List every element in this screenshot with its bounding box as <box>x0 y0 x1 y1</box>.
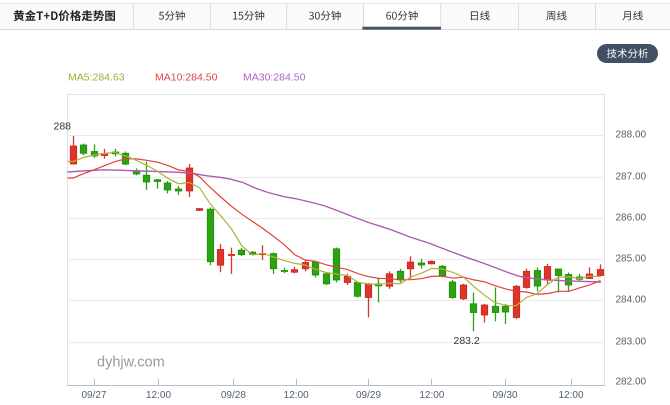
svg-text:09/29: 09/29 <box>356 390 381 400</box>
svg-text:283.2: 283.2 <box>454 335 480 347</box>
svg-text:284.00: 284.00 <box>616 295 647 306</box>
svg-text:288.00: 288.00 <box>616 130 647 141</box>
svg-text:12:00: 12:00 <box>284 390 309 400</box>
svg-text:287.00: 287.00 <box>616 172 647 183</box>
svg-text:285.00: 285.00 <box>616 254 647 265</box>
svg-text:MA30:284.50: MA30:284.50 <box>243 72 306 84</box>
svg-text:286.00: 286.00 <box>616 213 647 224</box>
svg-text:09/27: 09/27 <box>81 390 106 400</box>
svg-text:09/28: 09/28 <box>221 390 246 400</box>
svg-text:MA5:284.63: MA5:284.63 <box>68 72 125 84</box>
svg-text:12:00: 12:00 <box>558 390 583 400</box>
svg-text:12:00: 12:00 <box>419 390 444 400</box>
svg-text:12:00: 12:00 <box>146 390 171 400</box>
svg-text:dyhjw.com: dyhjw.com <box>97 354 165 370</box>
svg-text:282.00: 282.00 <box>616 377 647 388</box>
svg-text:MA10:284.50: MA10:284.50 <box>155 72 218 84</box>
svg-text:09/30: 09/30 <box>492 390 517 400</box>
svg-text:288: 288 <box>54 121 72 133</box>
svg-text:283.00: 283.00 <box>616 337 647 348</box>
